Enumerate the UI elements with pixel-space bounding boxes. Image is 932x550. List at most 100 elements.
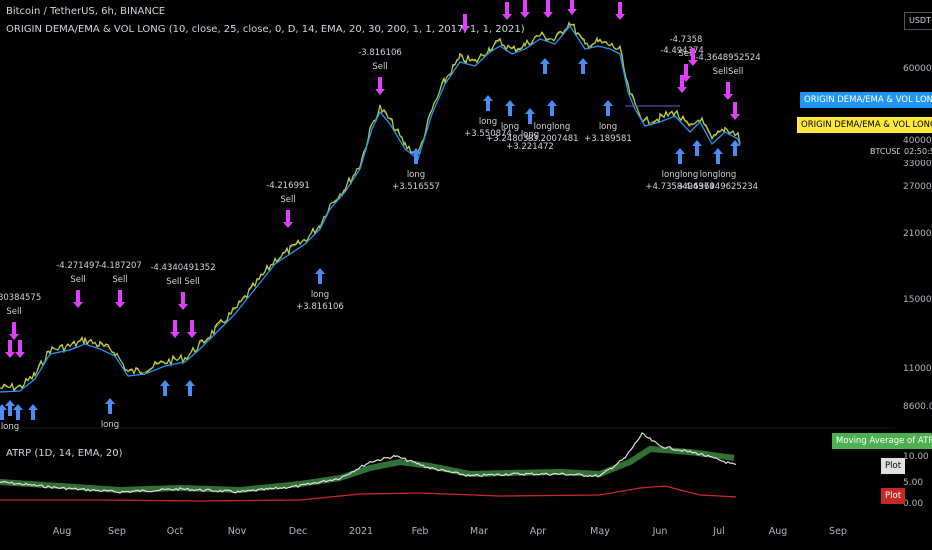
osc-tick-label: 0.00 <box>903 499 923 509</box>
long-arrow-icon <box>505 100 515 116</box>
price-tick-label: 33000.00 <box>903 159 932 169</box>
price-tick-label: 27000.00 <box>903 182 932 192</box>
atr-ma-legend: Moving Average of ATRP <box>832 433 932 449</box>
long-text-label: long <box>1 422 19 432</box>
sell-arrow-icon <box>615 2 625 20</box>
candle-trace <box>0 23 740 389</box>
long-arrow-icon <box>692 140 702 156</box>
long-arrow-icon <box>578 58 588 74</box>
price-tick-label: 21000.00 <box>903 229 932 239</box>
sell-value-label: -4.3648952524 <box>695 53 760 63</box>
long-text-label: long <box>311 290 329 300</box>
time-tick-label: Sep <box>108 526 126 537</box>
sell-arrow-icon <box>567 0 577 15</box>
sell-value-label: -4.187207 <box>98 261 142 271</box>
time-tick-label: Jul <box>712 526 724 537</box>
plot-red-legend: Plot <box>881 488 905 504</box>
currency-badge[interactable]: USDT <box>904 12 932 30</box>
long-text-label: long <box>101 420 119 430</box>
long-arrow-icon <box>483 95 493 111</box>
long-value-label: +3.189581 <box>584 134 632 144</box>
sell-arrow-icon <box>178 292 188 310</box>
long-text-label: longlong <box>534 122 571 132</box>
sell-value-label: -3.816106 <box>358 48 402 58</box>
long-text-label: long <box>407 170 425 180</box>
ema-legend: ORIGIN DEMA/EMA & VOL LONG:EMA <box>800 92 932 108</box>
sell-arrow-icon <box>502 2 512 20</box>
sell-arrow-icon <box>73 290 83 308</box>
sell-arrow-icon <box>9 322 19 340</box>
time-tick-label: Jun <box>652 526 668 537</box>
long-arrow-icon <box>547 100 557 116</box>
long-arrow-icon <box>675 148 685 164</box>
long-value-label: +3.2007481 <box>525 134 578 144</box>
long-arrow-icon <box>185 380 195 396</box>
sell-arrow-icon <box>730 102 740 120</box>
long-text-label: longlong <box>662 170 699 180</box>
long-text-label: long <box>501 122 519 132</box>
sell-text-label: Sell <box>280 195 295 205</box>
long-text-label: long <box>599 122 617 132</box>
time-tick-label: Oct <box>167 526 184 537</box>
sell-arrow-icon <box>5 340 15 358</box>
sell-value-label: -4.7358 <box>670 35 703 45</box>
sell-text-label: Sell <box>112 275 127 285</box>
sell-value-label: -4.271497 <box>56 261 100 271</box>
sell-text-label: Sell <box>372 62 387 72</box>
sell-arrow-icon <box>543 0 553 18</box>
atrp-title: ATRP (1D, 14, EMA, 20) <box>6 448 123 459</box>
sell-value-label: -4.30384575 <box>0 293 41 303</box>
osc-tick-label: 10.00 <box>903 452 929 462</box>
sell-arrow-icon <box>15 340 25 358</box>
last-price-time: 02:50:57 <box>900 144 932 160</box>
price-series <box>0 23 740 392</box>
dema-legend: ORIGIN DEMA/EMA & VOL LONG:DEMA <box>797 117 932 133</box>
time-tick-label: Dec <box>289 526 307 537</box>
dema-line <box>0 23 740 391</box>
long-arrow-icon <box>713 148 723 164</box>
time-tick-label: 2021 <box>349 526 373 537</box>
long-arrow-icon <box>13 404 23 420</box>
price-tick-label: 11000.00 <box>903 364 932 374</box>
long-arrow-icon <box>160 380 170 396</box>
plot-white-legend: Plot <box>881 458 905 474</box>
long-arrow-icon <box>540 58 550 74</box>
sell-value-label: -4.216991 <box>266 181 310 191</box>
sell-text-label: SellSell <box>713 67 744 77</box>
long-arrow-icon <box>315 268 325 284</box>
trade-markers: -4.30384575 Sell -4.271497 Sell -4.187207 Sel… <box>0 0 761 432</box>
long-arrow-icon <box>603 100 613 116</box>
sell-arrow-icon <box>115 290 125 308</box>
time-tick-label: May <box>590 526 610 537</box>
long-arrow-icon <box>105 398 115 414</box>
time-tick-label: Feb <box>412 526 429 537</box>
long-arrow-icon <box>28 404 38 420</box>
sell-arrow-icon <box>520 0 530 18</box>
sell-arrow-icon <box>723 82 733 100</box>
sell-text-label: Sell <box>70 275 85 285</box>
time-tick-label: Apr <box>530 526 547 537</box>
sell-arrow-icon <box>187 320 197 338</box>
price-tick-label: 8600.00 <box>903 402 932 412</box>
time-tick-label: Mar <box>470 526 488 537</box>
price-tick-label: 15000.00 <box>903 295 932 305</box>
long-arrow-icon <box>0 404 7 420</box>
long-text-label: long <box>479 117 497 127</box>
long-arrow-icon <box>5 400 15 416</box>
osc-tick-label: 5.00 <box>903 478 923 488</box>
long-text-label: longlong <box>700 170 737 180</box>
long-value-label: +3.816106 <box>296 302 344 312</box>
time-tick-label: Nov <box>228 526 247 537</box>
sell-arrow-icon <box>375 77 385 95</box>
atrp-panel <box>0 433 736 501</box>
time-tick-label: Aug <box>769 526 788 537</box>
symbol-title: Bitcoin / TetherUS, 6h, BINANCE <box>6 6 165 17</box>
ema-line <box>0 26 740 392</box>
sell-text-label: Sell Sell <box>166 277 199 287</box>
sell-value-label: -4.4340491352 <box>150 263 215 273</box>
sell-arrow-icon <box>283 210 293 228</box>
sell-text-label: Sell <box>6 307 21 317</box>
price-tick-label: 60000.00 <box>903 64 932 74</box>
time-tick-label: Aug <box>53 526 72 537</box>
